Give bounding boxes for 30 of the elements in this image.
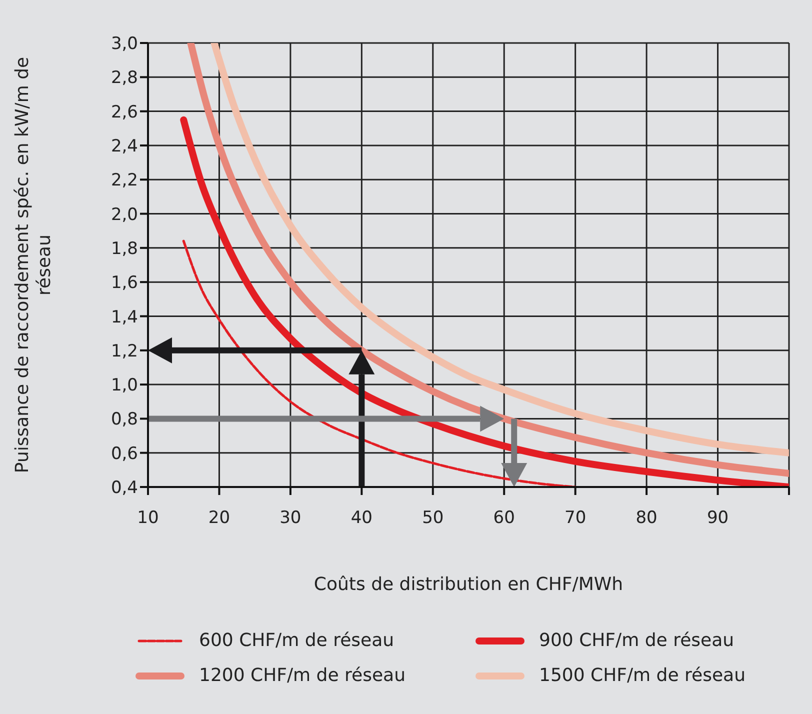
x-tick-label: 70 [564, 508, 586, 528]
y-tick-label: 1,0 [110, 376, 138, 396]
x-tick-label: 30 [280, 508, 302, 528]
x-tick-label: 60 [493, 508, 515, 528]
x-tick-label: 50 [422, 508, 444, 528]
legend-label: 1200 CHF/m de réseau [199, 665, 406, 686]
y-axis-title: Puissance de raccordement spéc. en kW/m de réseau [12, 56, 55, 474]
legend-label: 900 CHF/m de réseau [539, 630, 734, 651]
y-tick-label: 1,6 [110, 273, 138, 294]
y-tick-label: 1,2 [110, 341, 138, 362]
legend-label: 1500 CHF/m de réseau [539, 665, 746, 686]
y-tick-label: 0,4 [110, 478, 138, 498]
y-tick-label: 2,6 [110, 102, 138, 122]
legend-label: 600 CHF/m de réseau [199, 630, 394, 651]
line-series [182, 240, 577, 487]
y-tick-label: 0,8 [110, 410, 138, 430]
y-tick-label: 2,4 [110, 136, 138, 156]
y-tick-label: 2,2 [110, 170, 138, 191]
y-tick-label: 1,4 [110, 307, 138, 328]
x-tick-label: 80 [636, 508, 658, 528]
x-tick-label: 10 [137, 508, 159, 528]
x-tick-label: 40 [350, 508, 372, 528]
x-axis-title: Coûts de distribution en CHF/MWh [314, 574, 624, 595]
y-tick-label: 0,6 [110, 444, 138, 464]
y-tick-label: 3,0 [110, 34, 138, 54]
y-tick-label: 2,8 [110, 68, 138, 88]
y-tick-label: 2,0 [110, 204, 138, 225]
x-tick-label: 90 [706, 508, 729, 528]
y-tick-label: 1,8 [110, 238, 138, 259]
x-tick-label: 20 [208, 508, 230, 528]
